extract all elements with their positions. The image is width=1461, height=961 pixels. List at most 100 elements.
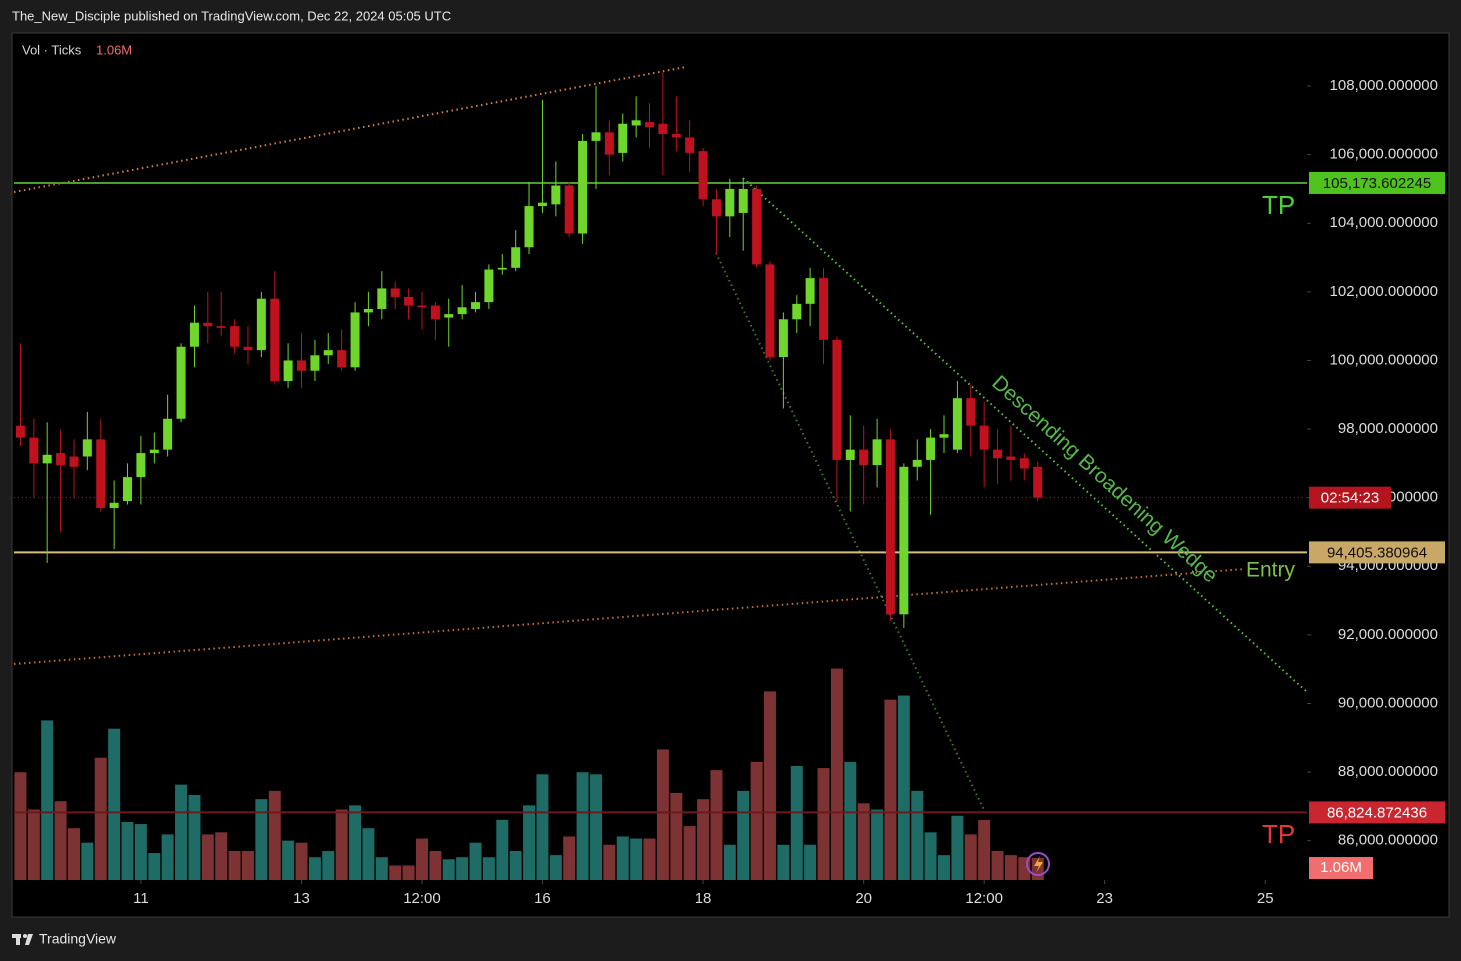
- volume-bar: [763, 691, 776, 880]
- candle-body: [189, 322, 199, 347]
- lower-trendline: [13, 568, 1246, 665]
- x-tick-label: 12:00: [403, 890, 441, 907]
- volume-bar: [804, 844, 817, 880]
- volume-bar: [161, 834, 174, 880]
- volume-legend: Vol · Ticks: [22, 42, 82, 57]
- alert-icon-bolt: [1034, 856, 1043, 873]
- candle-body: [230, 326, 240, 347]
- candle-body: [845, 449, 855, 460]
- alert-icon[interactable]: [1026, 852, 1050, 876]
- x-tick-label: 13: [293, 890, 310, 907]
- volume-badge-label: 1.06M: [1320, 859, 1362, 876]
- candle-body: [738, 188, 748, 213]
- candle-body: [778, 319, 788, 358]
- logo-part: [25, 934, 33, 945]
- volume-bar: [322, 850, 335, 880]
- candle-body: [899, 466, 909, 615]
- candle-body: [337, 350, 347, 368]
- countdown-label: 02:54:23: [1321, 490, 1379, 507]
- volume-bar: [255, 799, 268, 880]
- candle-body: [644, 122, 654, 128]
- volume-pane: [14, 668, 1044, 880]
- candle-body: [69, 456, 79, 467]
- price-badge-label: 94,405.380964: [1327, 544, 1427, 561]
- candle-body: [1006, 456, 1016, 460]
- volume-bar: [536, 774, 549, 880]
- countdown-badge: [1309, 486, 1391, 509]
- volume-bar: [469, 842, 482, 880]
- volume-bar: [911, 790, 924, 880]
- candle-body: [698, 151, 708, 200]
- candle-body: [56, 453, 66, 466]
- volume-bar: [349, 805, 362, 880]
- candle-body: [564, 185, 574, 234]
- volume-bar: [656, 749, 669, 880]
- candle-body: [377, 288, 387, 309]
- candle-body: [792, 303, 802, 320]
- candle-body: [765, 264, 775, 358]
- candle-body: [524, 206, 534, 248]
- volume-bar: [723, 844, 736, 880]
- volume-bar: [777, 844, 790, 880]
- x-tick-label: 11: [133, 890, 149, 907]
- y-tick-label: 92,000.000000: [1338, 626, 1438, 643]
- candle-body: [350, 312, 360, 368]
- candle-body: [176, 346, 186, 419]
- volume-bar: [857, 803, 870, 880]
- candle-body: [42, 454, 52, 464]
- volume-bar: [282, 840, 295, 880]
- candle-body: [966, 398, 976, 426]
- candle-body: [136, 453, 146, 478]
- volume-bar: [710, 770, 723, 880]
- candle-body: [283, 360, 293, 382]
- volume-bar: [442, 859, 455, 880]
- volume-bar: [616, 836, 629, 880]
- candle-body: [872, 439, 882, 466]
- candles: [15, 72, 1043, 629]
- volume-bar: [549, 855, 562, 880]
- candle-body: [952, 398, 962, 450]
- volume-bar: [884, 699, 897, 880]
- y-tick-label: 88,000.000000: [1338, 763, 1438, 780]
- candle-body: [711, 199, 721, 217]
- candle-body: [270, 298, 280, 382]
- volume-bar: [924, 832, 937, 880]
- candle-body: [109, 502, 119, 508]
- candle-body: [912, 459, 922, 467]
- candle-body: [444, 314, 454, 318]
- volume-bar: [241, 850, 254, 880]
- volume-bar: [670, 792, 683, 880]
- candle-body: [163, 418, 173, 450]
- candle-body: [243, 346, 253, 351]
- y-tick-label: 102,000.000000: [1330, 283, 1438, 300]
- candle-body: [832, 339, 842, 460]
- volume-bar: [590, 774, 603, 880]
- volume-bar: [148, 853, 161, 880]
- tp-bottom-label: TP: [1262, 819, 1295, 849]
- candle-body: [578, 140, 588, 234]
- price-badge: [1309, 171, 1445, 194]
- drawings: [13, 66, 1308, 813]
- volume-bar: [523, 805, 536, 880]
- candle-body: [323, 350, 333, 356]
- candle-body: [497, 267, 507, 270]
- x-tick-label: 23: [1096, 890, 1113, 907]
- candle-body: [216, 326, 226, 328]
- candle-body: [993, 449, 1003, 459]
- volume-bar: [978, 819, 991, 880]
- y-tick-label: 90,000.000000: [1338, 694, 1438, 711]
- volume-bar: [14, 772, 27, 880]
- candle-body: [29, 437, 39, 464]
- candle-body: [658, 123, 668, 135]
- volume-bar: [175, 784, 188, 880]
- volume-bar: [268, 790, 281, 880]
- volume-bar: [630, 838, 643, 880]
- x-tick-label: 16: [534, 890, 551, 907]
- x-tick-label: 20: [855, 890, 872, 907]
- volume-bar: [683, 826, 696, 880]
- volume-badge: [1309, 857, 1373, 880]
- volume-bar: [188, 795, 201, 880]
- candle-body: [511, 247, 521, 268]
